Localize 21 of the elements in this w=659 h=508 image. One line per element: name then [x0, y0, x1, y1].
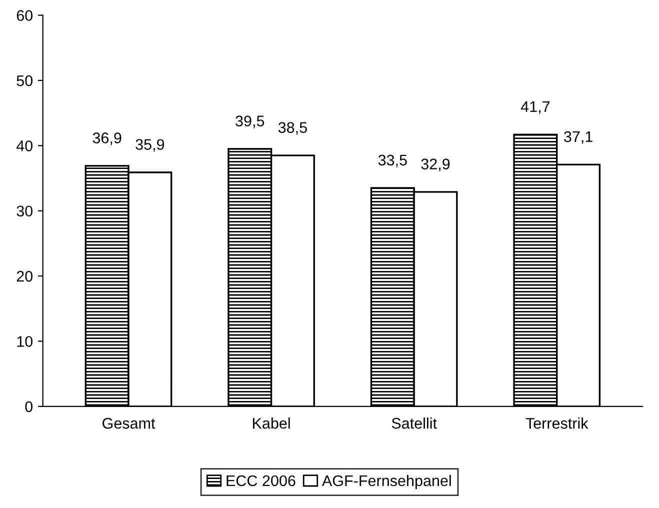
legend-label: AGF-Fernsehpanel [322, 474, 451, 490]
y-tick-label: 50 [16, 75, 33, 86]
x-tick-label: Satellit [392, 418, 437, 429]
y-tick-label: 0 [25, 401, 33, 412]
y-tick-label: 20 [16, 270, 33, 282]
x-tick-label: Kabel [253, 418, 290, 429]
data-label: 32,9 [421, 158, 450, 172]
data-label: 36,9 [92, 132, 122, 146]
y-tick-label: 40 [16, 140, 33, 152]
data-label: 33,5 [378, 154, 407, 168]
data-label: 37,1 [564, 131, 592, 144]
y-tick-label: 10 [17, 336, 33, 347]
y-tick-label: 30 [16, 206, 33, 217]
legend-label: ECC 2006 [226, 475, 296, 486]
y-tick-label: 60 [16, 10, 33, 21]
data-label: 38,5 [278, 122, 307, 135]
x-tick-label: Gesamt [102, 418, 156, 429]
data-label: 39,5 [236, 116, 264, 128]
data-label: 41,7 [520, 101, 550, 114]
data-label: 35,9 [136, 139, 164, 152]
x-tick-label: Terrestrik [526, 418, 588, 429]
